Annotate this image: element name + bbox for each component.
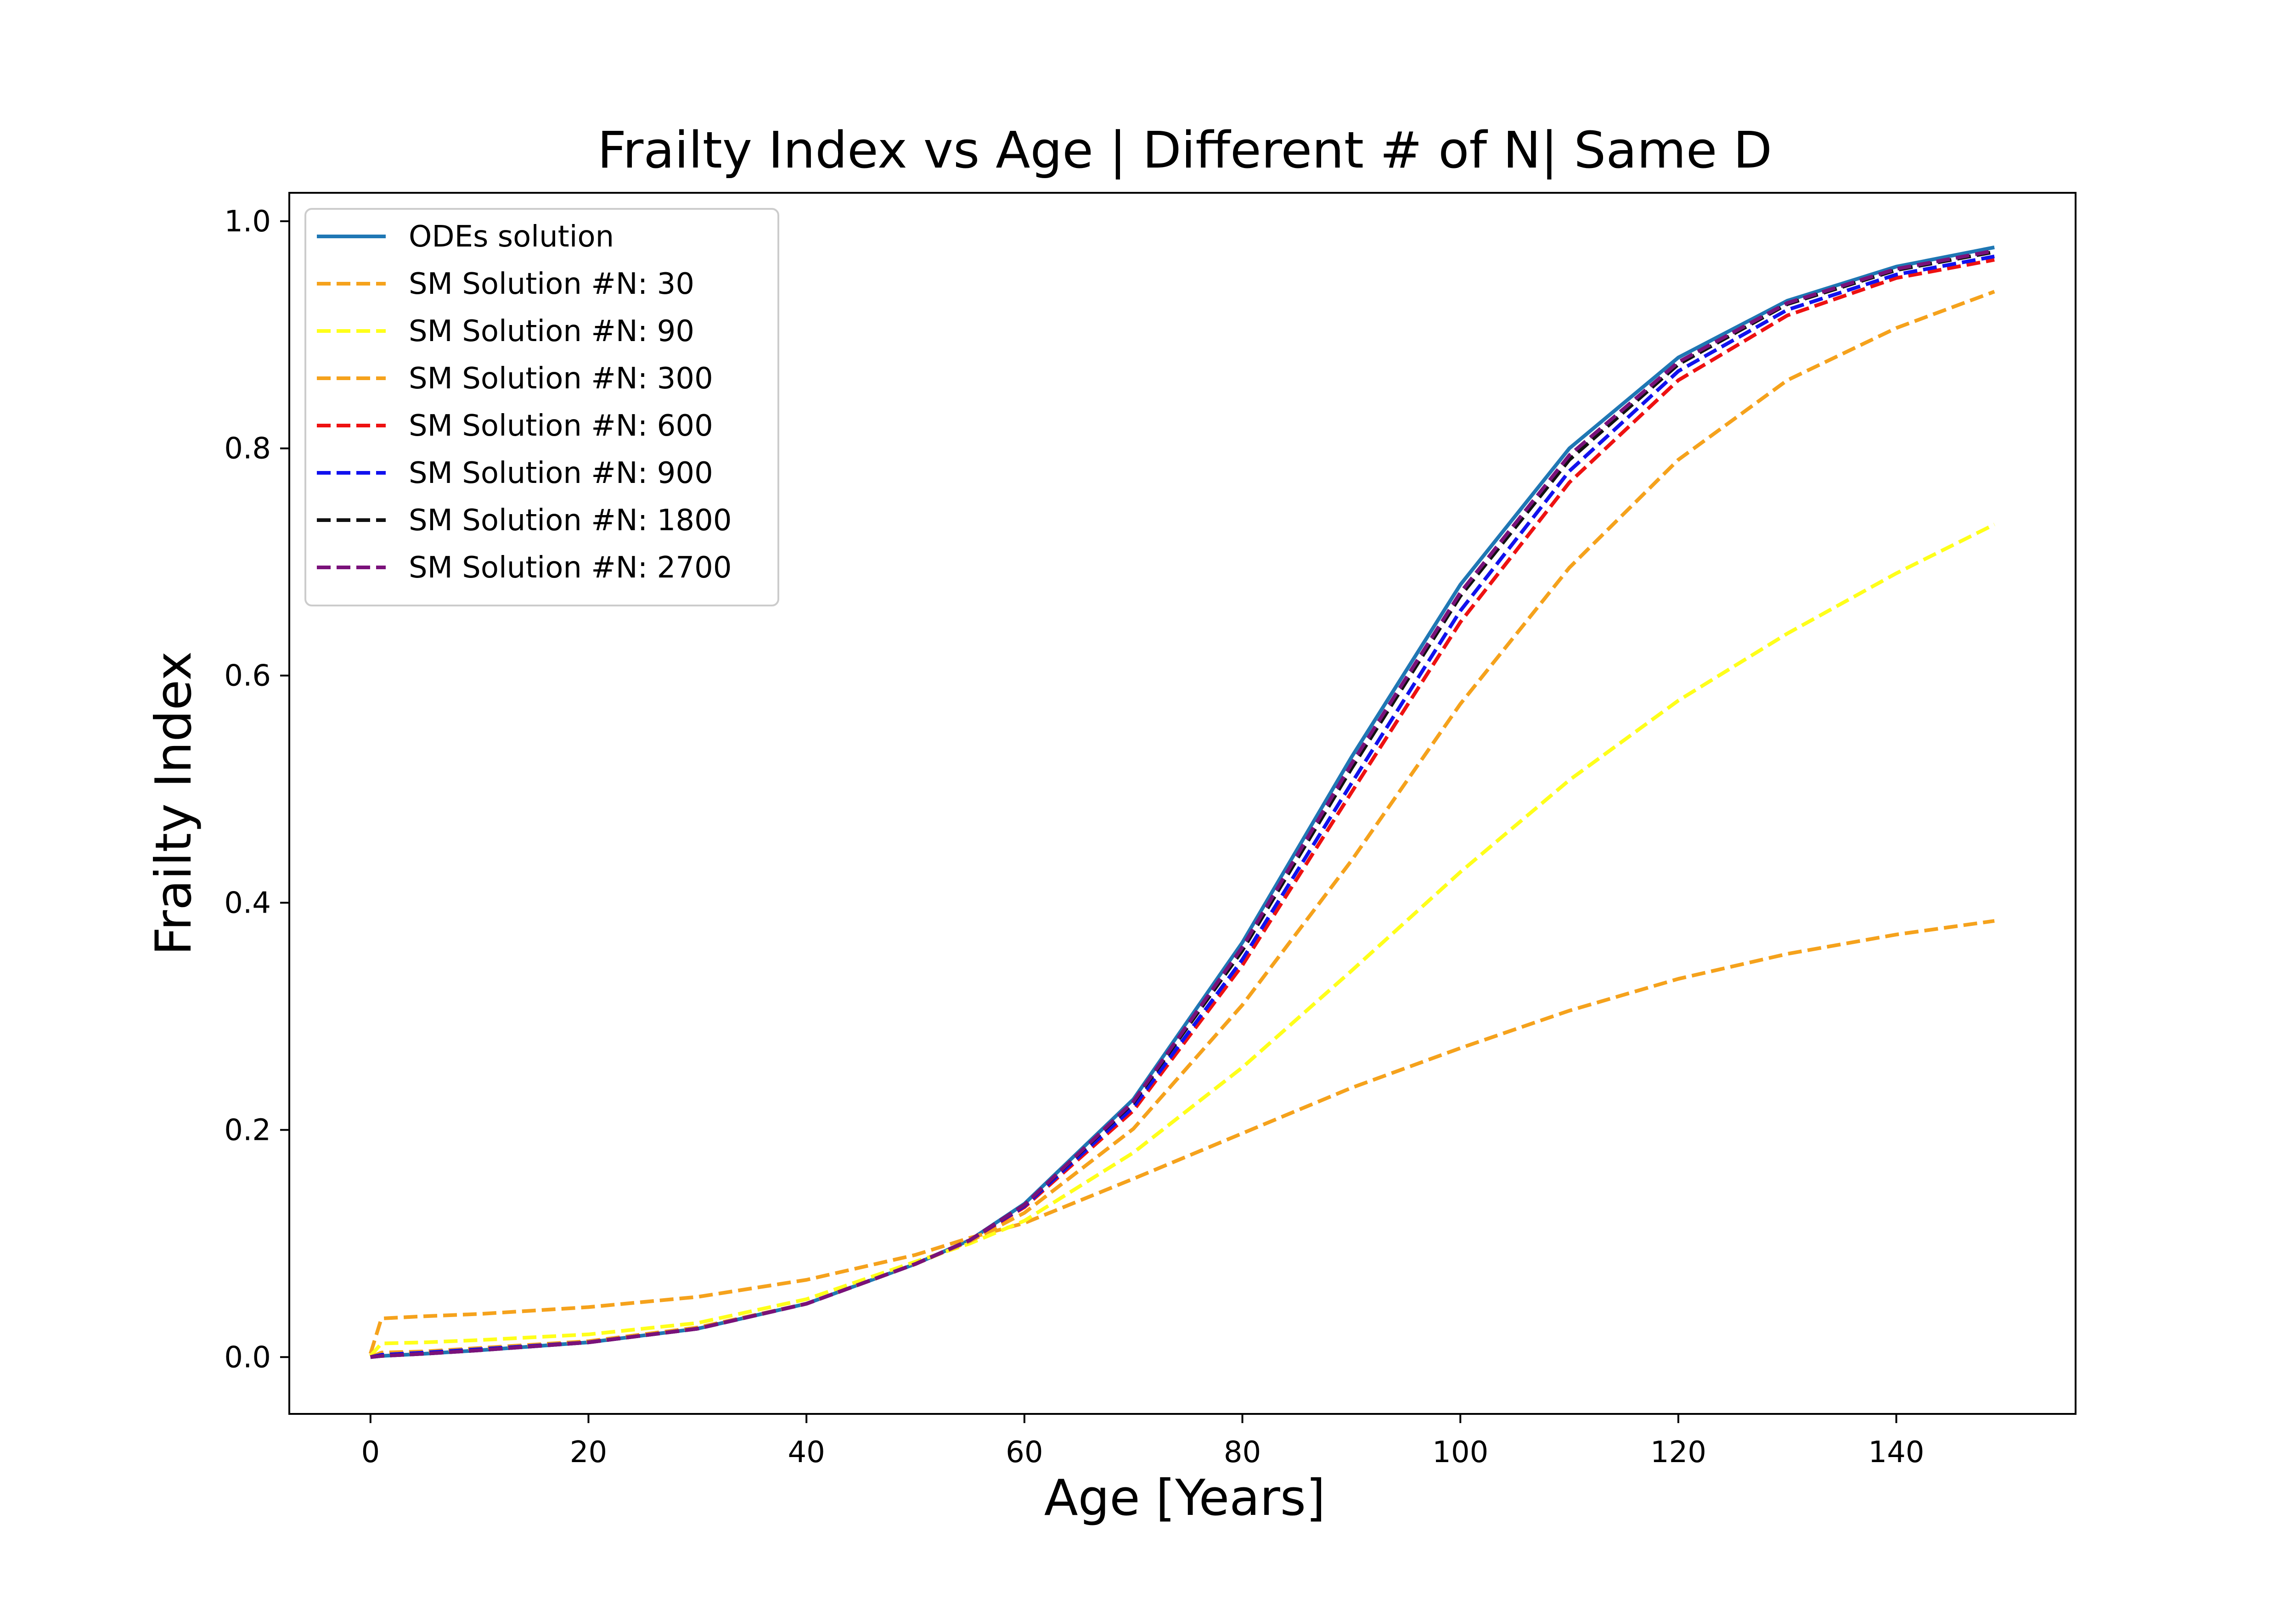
legend-label: SM Solution #N: 1800 [409, 504, 732, 538]
series-line-2 [369, 522, 1995, 1357]
y-tick-label: 0.4 [224, 886, 271, 920]
series-line-1 [368, 919, 1995, 1355]
x-tick-label: 20 [570, 1435, 607, 1469]
legend-label: ODEs solution [409, 220, 614, 254]
x-tick-label: 60 [1006, 1435, 1043, 1469]
axes-layer: 0 20 40 60 80 100 120 140 0.0 0.2 0.4 0.6 0.8 1.0 [224, 192, 2077, 1469]
x-tick-label: 40 [788, 1435, 825, 1469]
legend-box [304, 208, 779, 606]
x-tick-label: 0 [361, 1435, 380, 1469]
y-tick-label: 0.0 [224, 1340, 271, 1374]
y-axis-label: Frailty Index [145, 651, 203, 956]
legend: ODEs solution SM Solution #N: 30 SM Soluti… [304, 208, 779, 606]
y-tick-label: 0.6 [224, 659, 271, 693]
y-tick-label: 0.2 [224, 1113, 271, 1147]
y-tick-label: 1.0 [224, 205, 271, 239]
legend-label: SM Solution #N: 600 [409, 409, 713, 443]
legend-label: SM Solution #N: 900 [409, 456, 713, 490]
legend-label: SM Solution #N: 90 [409, 314, 694, 348]
legend-label: SM Solution #N: 300 [409, 362, 713, 396]
x-tick-label: 100 [1432, 1435, 1488, 1469]
x-tick-label: 140 [1868, 1435, 1924, 1469]
legend-label: SM Solution #N: 2700 [409, 551, 732, 585]
plot-frame [288, 192, 2077, 1415]
y-tick-label: 0.8 [224, 432, 271, 466]
x-tick-label: 80 [1224, 1435, 1261, 1469]
chart-title: Frailty Index vs Age | Different # of N|… [597, 121, 1772, 180]
x-tick-label: 120 [1650, 1435, 1706, 1469]
series-layer [368, 245, 1995, 1359]
series-line-7 [370, 249, 1995, 1359]
legend-label: SM Solution #N: 30 [409, 267, 694, 301]
x-axis-label: Age [Years] [1044, 1469, 1325, 1527]
